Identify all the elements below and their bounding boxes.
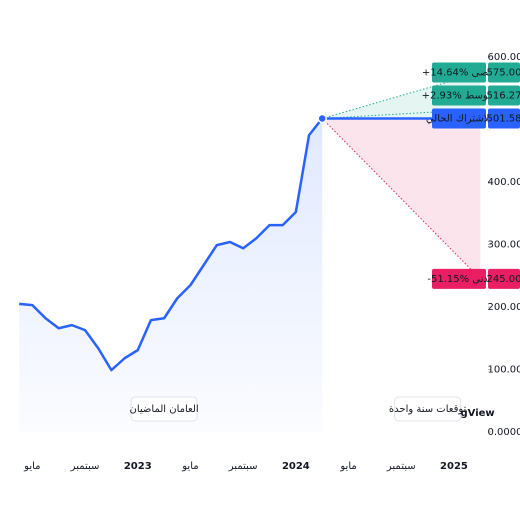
forecast-label: +2.93% متوسط <box>422 91 497 102</box>
forecast-value: 575.00 <box>487 68 520 79</box>
current-label: الاشتراك الحالي <box>426 114 492 125</box>
x-tick-label: سبتمبر <box>228 461 258 472</box>
y-tick-label: 400.00 <box>488 177 520 188</box>
x-tick-label: سبتمبر <box>386 461 416 472</box>
y-tick-label: 300.00 <box>488 240 520 251</box>
forecast-label: +14.64% أقصى <box>422 66 496 79</box>
x-tick-label: 2024 <box>282 461 310 472</box>
x-tick-label: مايو <box>23 461 40 472</box>
annotation: توقعات سنة واحدة <box>389 404 467 415</box>
forecast-value: 516.27 <box>487 91 520 102</box>
y-tick-label: 100.00 <box>488 365 520 376</box>
annotation: العامان الماضيان <box>130 404 199 415</box>
x-tick-label: سبتمبر <box>70 461 100 472</box>
y-tick-label: 600.00 <box>488 52 520 63</box>
x-tick-label: 2025 <box>440 461 468 472</box>
current-point <box>318 115 326 123</box>
y-tick-label: 0.0000 <box>488 427 520 438</box>
price-area <box>19 119 322 432</box>
x-tick-label: مايو <box>181 461 198 472</box>
current-value: 501.58 <box>487 114 520 125</box>
forecast-value: 245.00 <box>487 274 520 285</box>
x-tick-label: مايو <box>339 461 356 472</box>
x-tick-label: 2023 <box>124 461 152 472</box>
forecast-label: -51.15% أدنى <box>427 272 490 285</box>
y-tick-label: 200.00 <box>488 302 520 313</box>
